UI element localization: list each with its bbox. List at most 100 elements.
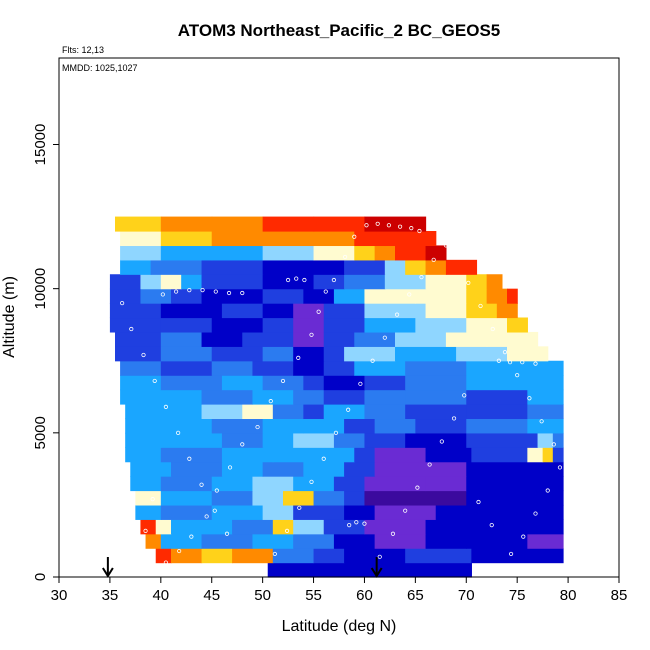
heatmap-cell: [130, 476, 162, 492]
chart-title: ATOM3 Northeast_Pacific_2 BC_GEOS5: [178, 21, 501, 40]
heatmap-cell: [283, 490, 315, 506]
heatmap-cell: [486, 274, 503, 290]
heatmap-cell: [155, 519, 172, 535]
heatmap-cell: [486, 288, 508, 304]
heatmap-cell: [415, 418, 467, 434]
heatmap-cell: [354, 447, 376, 463]
heatmap-cell: [344, 504, 376, 520]
heatmap-cell: [323, 389, 366, 405]
flight-track: [120, 221, 563, 565]
flight-track-point: [431, 257, 436, 262]
heatmap-cell: [109, 288, 142, 304]
heatmap-cell: [405, 389, 467, 405]
heatmap-cell: [552, 447, 564, 463]
heatmap-cell: [201, 288, 264, 304]
heatmap-cell: [374, 245, 396, 261]
heatmap-cell: [425, 259, 447, 275]
heatmap-cell: [252, 533, 294, 549]
heatmap-cell: [293, 504, 345, 520]
heatmap-cell: [466, 461, 539, 477]
heatmap-cell: [344, 490, 366, 506]
heatmap-cell: [293, 317, 325, 333]
heatmap-cell: [211, 490, 254, 506]
flight-track-point: [133, 540, 138, 545]
flight-track-point: [343, 254, 348, 260]
heatmap-cell: [323, 360, 355, 376]
flight-track-point: [285, 277, 291, 283]
heatmap-cell: [262, 504, 294, 520]
flight-track-point: [316, 309, 321, 314]
heatmap-cell: [262, 303, 294, 319]
heatmap-cell: [160, 389, 203, 405]
heatmap-cell: [542, 447, 554, 463]
heatmap-cell: [537, 461, 564, 477]
x-tick-label: 65: [407, 587, 424, 604]
heatmap-cell: [425, 245, 447, 261]
heatmap-cell: [120, 389, 162, 405]
flight-track-point: [240, 290, 245, 296]
heatmap-cell: [364, 375, 406, 391]
heatmap-cell: [354, 331, 396, 347]
flight-track-point: [143, 528, 148, 533]
heatmap-cell: [160, 231, 213, 247]
heatmap-cell: [507, 317, 528, 333]
heatmap-cell: [201, 389, 254, 405]
flight-track-point: [490, 326, 495, 332]
heatmap-cell: [527, 404, 564, 420]
x-tick-label: 60: [356, 587, 373, 604]
y-axis: 0 5000 10000 15000: [32, 124, 60, 581]
heatmap-cell: [364, 317, 416, 333]
heatmap-cell: [211, 504, 264, 520]
heatmap-cell: [221, 375, 264, 391]
heatmap-cell: [109, 303, 162, 319]
flight-track-point: [507, 360, 513, 365]
heatmap-cell: [125, 404, 162, 420]
heatmap-cell: [160, 317, 213, 333]
x-tick-label: 40: [152, 587, 169, 604]
heatmap-cell: [354, 360, 406, 376]
x-tick-label: 80: [560, 587, 577, 604]
flight-track-point: [284, 528, 290, 533]
heatmap-cell: [323, 404, 366, 420]
flight-track-point: [520, 360, 525, 365]
heatmap-cell: [150, 259, 203, 275]
heatmap-cell: [552, 432, 564, 448]
flight-track-point: [489, 522, 494, 528]
flight-track-point: [466, 280, 471, 285]
heatmap-cell: [201, 274, 264, 290]
heatmap-cell: [425, 476, 467, 492]
heatmap-cell: [364, 490, 467, 506]
flight-track-point: [377, 554, 382, 559]
heatmap-cell: [354, 245, 376, 261]
heatmap-cell: [293, 533, 335, 549]
heatmap-cell: [445, 331, 488, 347]
heatmap-cell: [471, 447, 528, 463]
heatmap-cell: [344, 418, 376, 434]
flight-track-point: [280, 378, 286, 384]
x-axis-label: Latitude (deg N): [282, 618, 397, 635]
heatmap-cell: [323, 331, 355, 347]
flight-track-point: [173, 289, 179, 294]
flight-track-point: [394, 312, 400, 317]
heatmap-cell: [405, 259, 427, 275]
heatmap-cell: [374, 461, 467, 477]
heatmap-cell: [211, 346, 264, 362]
heatmap-cell: [303, 404, 325, 420]
heatmap-cell: [293, 432, 335, 448]
heatmap-cell: [364, 389, 406, 405]
heatmap-cell: [313, 274, 345, 290]
heatmap-cell: [135, 504, 162, 520]
heatmap-cell: [364, 404, 406, 420]
heatmap-cell: [313, 548, 345, 564]
heatmap-cell: [303, 418, 345, 434]
flight-track-point: [309, 479, 314, 484]
flight-track-point: [496, 358, 501, 363]
heatmap-cell: [527, 533, 564, 549]
heatmap-cell: [395, 245, 427, 261]
heatmap-cell: [354, 231, 386, 247]
heatmap-cell: [527, 418, 564, 434]
heatmap-cell: [293, 303, 325, 319]
flight-track-point: [226, 290, 232, 296]
y-axis-label: Altitude (m): [1, 276, 18, 358]
heatmap-cell: [333, 476, 366, 492]
